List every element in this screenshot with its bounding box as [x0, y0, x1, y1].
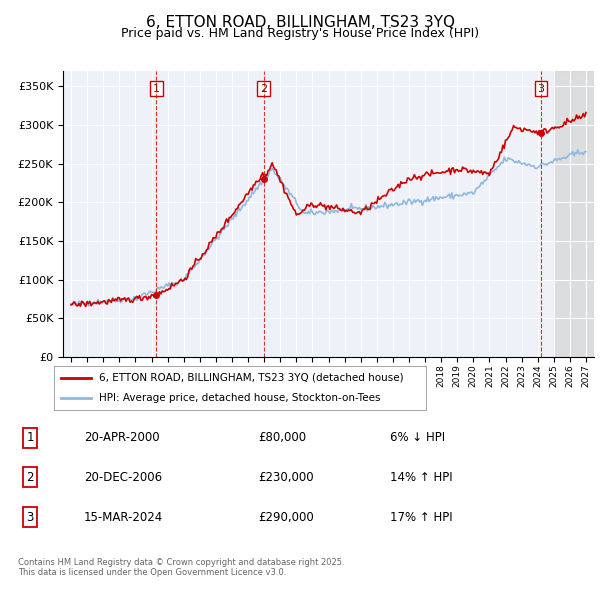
Text: 20-DEC-2006: 20-DEC-2006	[84, 471, 162, 484]
Text: 6, ETTON ROAD, BILLINGHAM, TS23 3YQ (detached house): 6, ETTON ROAD, BILLINGHAM, TS23 3YQ (det…	[98, 373, 403, 383]
Text: 6, ETTON ROAD, BILLINGHAM, TS23 3YQ: 6, ETTON ROAD, BILLINGHAM, TS23 3YQ	[146, 15, 455, 30]
Bar	[554, 71, 594, 357]
Text: Contains HM Land Registry data © Crown copyright and database right 2025.
This d: Contains HM Land Registry data © Crown c…	[18, 558, 344, 577]
Text: 2: 2	[26, 471, 34, 484]
Text: 2: 2	[260, 84, 267, 94]
Text: 1: 1	[153, 84, 160, 94]
Text: Price paid vs. HM Land Registry's House Price Index (HPI): Price paid vs. HM Land Registry's House …	[121, 27, 479, 40]
Text: £290,000: £290,000	[258, 510, 314, 523]
Text: 3: 3	[26, 510, 34, 523]
Text: 20-APR-2000: 20-APR-2000	[84, 431, 160, 444]
Text: 14% ↑ HPI: 14% ↑ HPI	[390, 471, 452, 484]
Text: 15-MAR-2024: 15-MAR-2024	[84, 510, 163, 523]
Text: 1: 1	[26, 431, 34, 444]
Text: 17% ↑ HPI: 17% ↑ HPI	[390, 510, 452, 523]
Text: 3: 3	[538, 84, 544, 94]
Text: £230,000: £230,000	[258, 471, 314, 484]
Text: 6% ↓ HPI: 6% ↓ HPI	[390, 431, 445, 444]
Text: HPI: Average price, detached house, Stockton-on-Tees: HPI: Average price, detached house, Stoc…	[98, 393, 380, 403]
Text: £80,000: £80,000	[258, 431, 306, 444]
